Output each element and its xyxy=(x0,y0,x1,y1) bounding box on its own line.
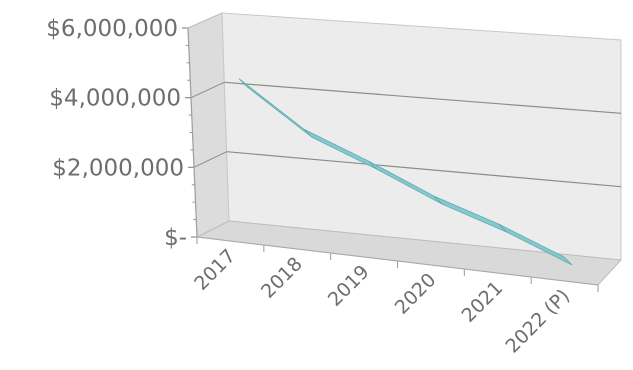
category-label: 2019 xyxy=(324,261,374,311)
side-gridline xyxy=(193,151,227,168)
category-label: 2021 xyxy=(458,277,508,327)
minor-ticks xyxy=(182,27,197,238)
category-label: 2022 (P) xyxy=(502,285,575,358)
category-axis-line xyxy=(196,236,599,286)
series-segment xyxy=(498,223,573,266)
gridline xyxy=(224,81,622,114)
value-tick-label: $4,000,000 xyxy=(49,86,181,112)
category-label: 2018 xyxy=(257,253,307,303)
category-label: 2017 xyxy=(190,245,240,295)
gridlines xyxy=(190,81,622,188)
value-axis-labels: $- $2,000,000 $4,000,000 $6,000,000 xyxy=(46,16,187,251)
category-label: 2020 xyxy=(391,269,441,319)
value-tick-label: $6,000,000 xyxy=(46,16,178,42)
series-line xyxy=(238,78,573,266)
back-wall xyxy=(221,12,622,261)
side-gridline xyxy=(190,81,225,99)
value-tick-label: $2,000,000 xyxy=(52,155,184,181)
gridline xyxy=(226,151,622,188)
value-tick-label: $- xyxy=(164,225,187,251)
category-ticks xyxy=(196,236,599,292)
